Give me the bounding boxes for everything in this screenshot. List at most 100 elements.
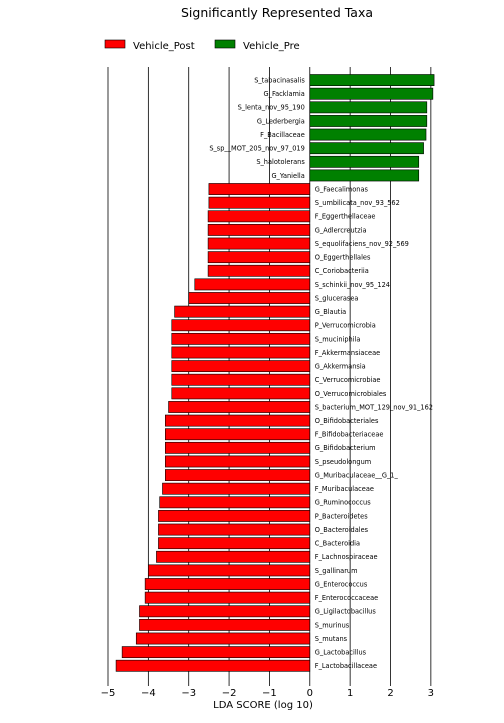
bar-label: O_Bifidobacteriales xyxy=(315,417,379,425)
bar xyxy=(171,332,311,345)
bar xyxy=(139,618,311,631)
bar-label: P_Verrucomicrobia xyxy=(315,322,376,330)
bar xyxy=(309,87,434,100)
bar xyxy=(165,428,311,441)
bar-label: S_pseudolongum xyxy=(315,458,371,466)
bar xyxy=(165,414,311,427)
bar xyxy=(148,564,311,577)
bar-label: S_muciniphila xyxy=(315,335,361,343)
bar xyxy=(162,482,311,495)
bar-label: C_Bacteroidia xyxy=(315,540,360,548)
bar xyxy=(171,360,311,373)
bar-label: G_Yaniella xyxy=(271,172,304,180)
bar-label: C_Coriobacteriia xyxy=(315,267,369,275)
legend-label-vehicle-pre: Vehicle_Pre xyxy=(243,41,300,52)
bar-label: F_Bacillaceae xyxy=(260,131,305,139)
bar xyxy=(158,537,311,550)
bar-label: S_mutans xyxy=(315,635,348,643)
bar xyxy=(158,510,311,522)
bar xyxy=(144,591,311,604)
bar-label: F_Bifidobacteriaceae xyxy=(315,431,384,439)
x-tick-label: 0 xyxy=(307,688,313,699)
bar-label: F_Akkermansiaceae xyxy=(315,349,380,357)
bar-label: G_Akkermansia xyxy=(315,363,366,371)
bar-label: S_lenta_nov_95_190 xyxy=(238,104,305,112)
bar-label: S_gallinarum xyxy=(315,567,358,575)
x-tick-label: −4 xyxy=(141,688,156,699)
bar xyxy=(174,305,311,318)
bar-label: G_Facklamia xyxy=(264,90,305,98)
bar xyxy=(115,659,311,672)
bar xyxy=(207,251,311,264)
bar xyxy=(156,550,311,563)
bar-label: O_Bacteroidales xyxy=(315,526,369,534)
bar-label: F_Enterococcaceae xyxy=(315,594,378,602)
bar xyxy=(207,224,311,236)
legend-swatch-vehicle-post xyxy=(104,39,126,49)
bar xyxy=(121,646,311,659)
bar-label: G_Ligilactobacillus xyxy=(315,608,377,616)
bar xyxy=(139,605,311,618)
bar-label: S_glucerasea xyxy=(315,294,359,302)
bar xyxy=(158,523,311,536)
bar-label: S_equolifaciens_nov_92_569 xyxy=(315,240,409,248)
bar xyxy=(165,455,311,468)
bar xyxy=(188,292,311,304)
bars xyxy=(115,74,435,672)
bar-label: G_Adlercreutzia xyxy=(315,226,367,234)
bar xyxy=(207,237,311,250)
x-tick-label: −5 xyxy=(101,688,116,699)
bar-label: G_Muribaculaceae__G_1_ xyxy=(315,471,399,479)
chart-title: Significantly Represented Taxa xyxy=(181,5,373,20)
legend-swatch-vehicle-pre xyxy=(214,39,236,49)
x-tick-label: 1 xyxy=(347,688,353,699)
bar xyxy=(171,373,311,386)
bar-label: S_sp__MOT_205_nov_97_019 xyxy=(209,145,304,153)
bar xyxy=(207,210,311,223)
bar xyxy=(309,155,420,168)
bar-label: G_Ruminococcus xyxy=(315,499,371,507)
x-axis: −5 −4 −3 −2 −1 0 1 2 3 xyxy=(101,682,434,699)
bar-label: F_Eggerthellaceae xyxy=(315,213,376,221)
x-axis-label: LDA SCORE (log 10) xyxy=(213,700,313,711)
bar-label: P_Bacteroidetes xyxy=(315,512,368,520)
bar xyxy=(207,264,311,277)
legend: Vehicle_Post Vehicle_Pre xyxy=(104,39,300,52)
bar xyxy=(144,578,311,590)
bar-label: G_Bifidobacterium xyxy=(315,444,376,452)
bar-label: G_Lactobacillus xyxy=(315,649,367,657)
bar-label: G_Lederbergia xyxy=(257,117,305,125)
bar-label: F_Lactobacillaceae xyxy=(315,662,377,670)
bar-label: S_tabacinasalis xyxy=(254,77,305,85)
bar xyxy=(208,183,311,195)
bar-labels: S_tabacinasalis G_Facklamia S_lenta_nov_95… xyxy=(209,77,433,671)
x-tick-label: 2 xyxy=(387,688,393,699)
bar xyxy=(165,469,311,481)
bar xyxy=(208,196,311,209)
x-tick-label: −2 xyxy=(222,688,237,699)
bar-label: O_Verrucomicrobiales xyxy=(315,390,387,398)
bar xyxy=(168,401,311,413)
bar xyxy=(309,115,428,127)
bar-label: O_Eggerthellales xyxy=(315,254,371,262)
bar-label: S_umbilicata_nov_93_562 xyxy=(315,199,400,207)
bar-label: S_bacterium_MOT_129_nov_91_162 xyxy=(315,403,433,411)
bar xyxy=(309,74,435,86)
bar xyxy=(171,319,311,332)
bar xyxy=(171,387,311,400)
bar-label: S_murinus xyxy=(315,621,350,629)
bar-label: S_halotolerans xyxy=(256,158,305,166)
bar xyxy=(309,128,427,141)
bar-label: S_schinkii_nov_95_124 xyxy=(315,281,390,289)
x-tick-label: −3 xyxy=(181,688,196,699)
bar-label: G_Faecalimonas xyxy=(315,185,369,193)
bar xyxy=(135,632,311,645)
bar xyxy=(309,142,424,155)
bar-label: F_Lachnospiraceae xyxy=(315,553,378,561)
x-tick-label: 3 xyxy=(428,688,434,699)
bar xyxy=(309,169,420,182)
bar-label: G_Enterococcus xyxy=(315,580,368,588)
bar-label: C_Verrucomicrobiae xyxy=(315,376,381,384)
bar xyxy=(194,278,311,291)
